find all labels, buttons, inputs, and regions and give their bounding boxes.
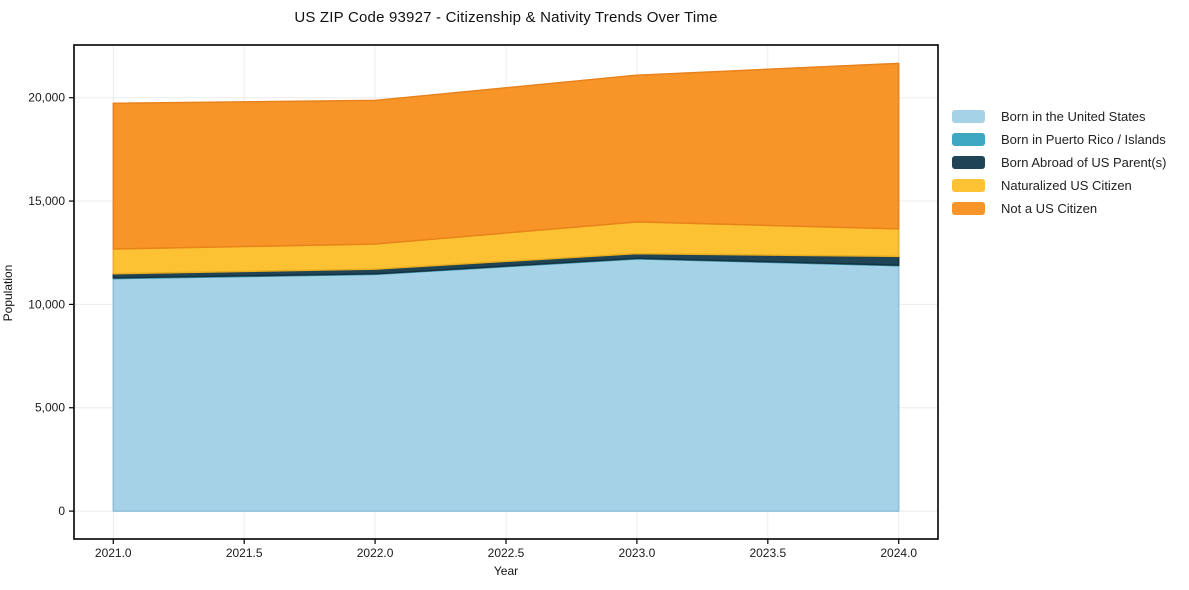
legend-label-born-in-puerto-rico-islands: Born in Puerto Rico / Islands xyxy=(1001,132,1166,147)
y-axis-label: Population xyxy=(1,264,15,322)
legend-swatch-born-abroad-of-us-parents xyxy=(952,156,985,169)
legend-item-born-abroad-of-us-parents: Born Abroad of US Parent(s) xyxy=(952,151,1166,174)
legend-label-naturalized-us-citizen: Naturalized US Citizen xyxy=(1001,178,1132,193)
legend-swatch-born-in-puerto-rico-islands xyxy=(952,133,985,146)
legend-item-naturalized-us-citizen: Naturalized US Citizen xyxy=(952,174,1166,197)
y-tick-label: 20,000 xyxy=(28,91,65,105)
x-tick-label: 2022.5 xyxy=(488,546,525,560)
area-born-in-the-united-states xyxy=(112,258,900,512)
x-tick-label: 2023.0 xyxy=(619,546,656,560)
legend-item-born-in-the-united-states: Born in the United States xyxy=(952,105,1166,128)
legend-swatch-naturalized-us-citizen xyxy=(952,179,985,192)
x-axis-label: Year xyxy=(493,564,519,578)
legend-swatch-born-in-the-united-states xyxy=(952,110,985,123)
legend-swatch-not-a-us-citizen xyxy=(952,202,985,215)
y-tick-label: 0 xyxy=(58,504,65,518)
legend-label-born-in-the-united-states: Born in the United States xyxy=(1001,109,1146,124)
x-tick-label: 2021.0 xyxy=(95,546,132,560)
x-tick-label: 2021.5 xyxy=(226,546,263,560)
legend-label-born-abroad-of-us-parents: Born Abroad of US Parent(s) xyxy=(1001,155,1167,170)
y-tick-label: 15,000 xyxy=(28,194,65,208)
legend-label-not-a-us-citizen: Not a US Citizen xyxy=(1001,201,1098,216)
y-tick-label: 10,000 xyxy=(28,297,65,311)
legend-item-born-in-puerto-rico-islands: Born in Puerto Rico / Islands xyxy=(952,128,1166,151)
x-tick-label: 2023.5 xyxy=(749,546,786,560)
x-tick-label: 2024.0 xyxy=(880,546,917,560)
legend-item-not-a-us-citizen: Not a US Citizen xyxy=(952,197,1166,220)
area-not-a-us-citizen xyxy=(112,62,900,250)
x-tick-label: 2022.0 xyxy=(357,546,394,560)
y-tick-label: 5,000 xyxy=(35,401,65,415)
legend: Born in the United States Born in Puerto… xyxy=(952,105,1166,220)
chart-title: US ZIP Code 93927 - Citizenship & Nativi… xyxy=(294,9,718,26)
